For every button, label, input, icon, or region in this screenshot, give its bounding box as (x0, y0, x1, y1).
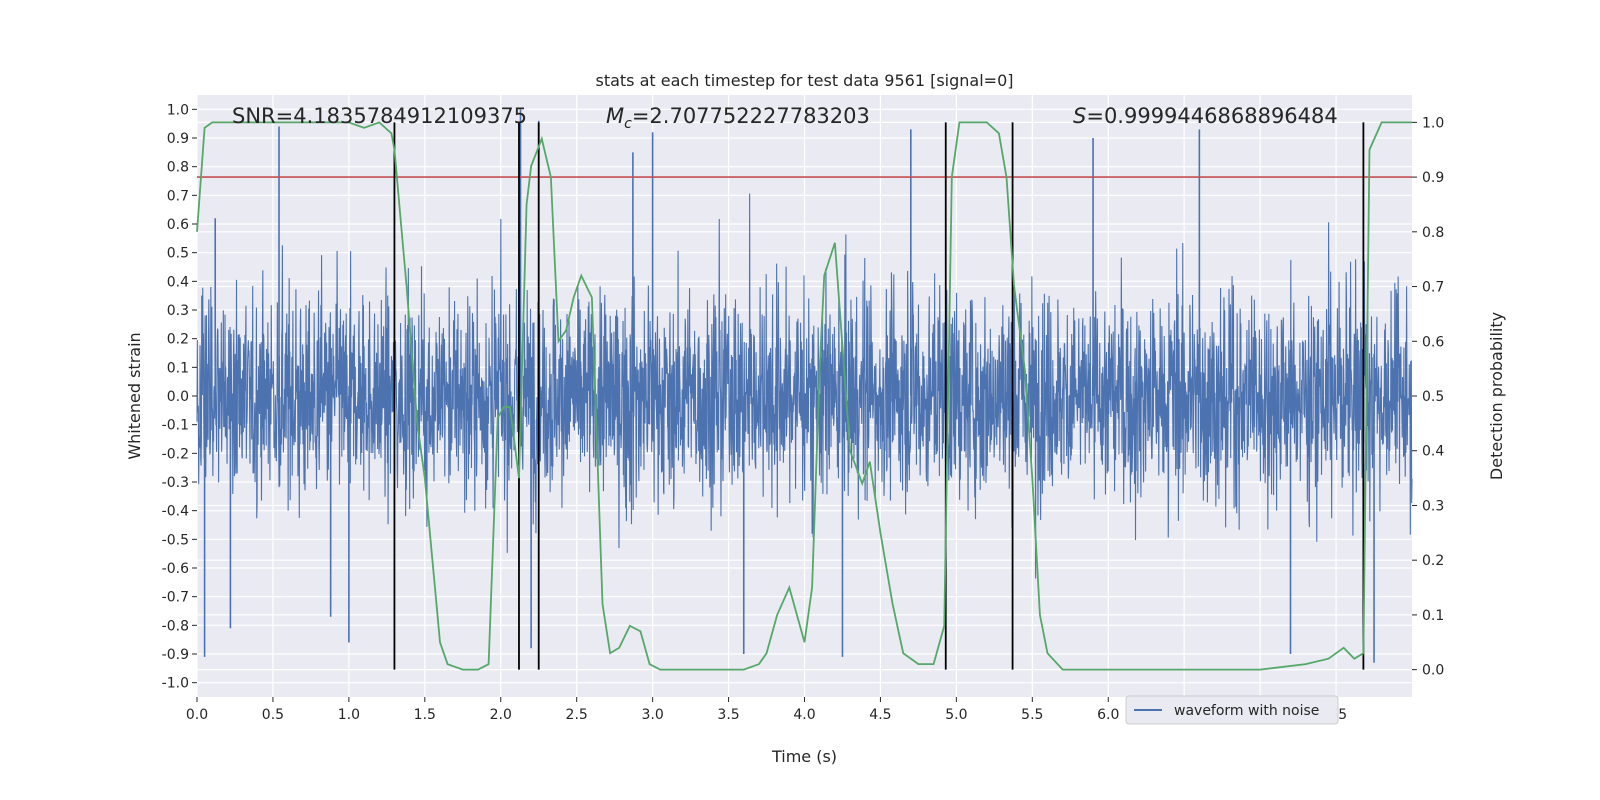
y-right-tick-label: 0.5 (1422, 389, 1444, 405)
y-tick-label: -0.1 (162, 418, 189, 434)
y-right-tick-label: 0.6 (1422, 334, 1444, 350)
x-tick-label: 5.5 (1021, 707, 1043, 723)
detection-probability-line (196, 121, 1412, 671)
y-right-tick-label: 0.2 (1422, 553, 1444, 569)
y-tick-label: -0.6 (162, 561, 189, 577)
overlay-lines (196, 121, 1412, 671)
y-tick-label: 1.0 (167, 102, 189, 118)
x-tick-label: 1.5 (414, 707, 436, 723)
y-tick-label: 0.1 (167, 360, 189, 376)
x-tick-label: 5.0 (945, 707, 967, 723)
x-tick-label: 3.5 (717, 707, 739, 723)
x-tick-label: 4.0 (793, 707, 815, 723)
chirp-mass-value: =2.707752227783203 (632, 104, 870, 128)
y-tick-label: -1.0 (162, 676, 189, 692)
x-tick-label: 0.0 (186, 707, 208, 723)
legend-label: waveform with noise (1174, 703, 1319, 719)
y-tick-label: -0.8 (162, 618, 189, 634)
chirp-mass-symbol: M (606, 104, 624, 128)
y-axis-label: Whitened strain (125, 332, 144, 459)
y-tick-label: 0.2 (167, 332, 189, 348)
y-tick-label: -0.9 (162, 647, 189, 663)
y-tick-label: 0.5 (167, 246, 189, 262)
y-tick-label: 0.9 (167, 131, 189, 147)
legend-box (1125, 695, 1339, 725)
y-tick-label: -0.7 (162, 590, 189, 606)
x-tick-label: 2.0 (490, 707, 512, 723)
score-symbol: S (1073, 104, 1086, 128)
y-right-tick-label: 1.0 (1422, 115, 1444, 131)
snr-annotation: SNR=4.1835784912109375 (232, 104, 527, 128)
y-tick-label: 0.3 (167, 303, 189, 319)
chirp-mass-subscript: c (624, 116, 632, 132)
waveform-line (196, 193, 1413, 579)
y-tick-label: -0.4 (162, 504, 189, 520)
y-tick-label: 0.8 (167, 160, 189, 176)
y-tick-label: 0.7 (167, 188, 189, 204)
y-axis-right-label: Detection probability (1487, 312, 1506, 480)
chirp-mass-annotation: Mc=2.707752227783203 (606, 104, 870, 132)
y-tick-label: -0.2 (162, 446, 189, 462)
score-annotation: S=0.9999446868896484 (1073, 104, 1338, 128)
x-tick-label: 6.0 (1097, 707, 1119, 723)
x-tick-label: 3.0 (641, 707, 663, 723)
y-tick-label: 0.4 (167, 274, 189, 290)
x-tick-label: 2.5 (566, 707, 588, 723)
y-right-tick-label: 0.0 (1422, 663, 1444, 679)
y-tick-label: 0.6 (167, 217, 189, 233)
y-tick-label: 0.0 (167, 389, 189, 405)
y-tick-label: -0.3 (162, 475, 189, 491)
y-right-tick-label: 0.7 (1422, 280, 1444, 296)
y-right-tick-label: 0.3 (1422, 498, 1444, 514)
y-right-tick-label: 0.8 (1422, 225, 1444, 241)
x-tick-label: 1.0 (338, 707, 360, 723)
y-right-tick-label: 0.4 (1422, 444, 1444, 460)
x-tick-label: 0.5 (262, 707, 284, 723)
x-axis-label: Time (s) (771, 747, 837, 766)
y-right-tick-label: 0.1 (1422, 608, 1444, 624)
score-value: =0.9999446868896484 (1086, 104, 1337, 128)
y-tick-label: -0.5 (162, 532, 189, 548)
y-right-tick-label: 0.9 (1422, 170, 1444, 186)
chart-title: stats at each timestep for test data 956… (595, 71, 1013, 90)
x-tick-label: 4.5 (869, 707, 891, 723)
legend: waveform with noise (1125, 695, 1339, 725)
